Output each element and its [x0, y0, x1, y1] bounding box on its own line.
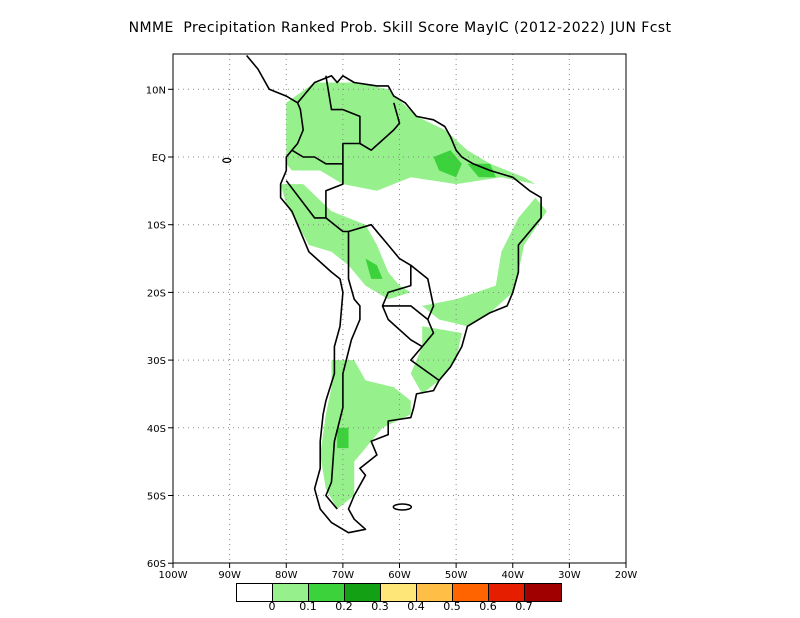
lon-tick-label: 30W: [558, 570, 581, 581]
color-legend-labels: 0 0.1 0.2 0.3 0.4 0.5 0.6 0.7: [0, 600, 800, 614]
skill-area: [286, 102, 309, 171]
color-legend-bar: [236, 583, 562, 602]
skill-area: [422, 197, 547, 327]
lon-tick-label: 50W: [445, 570, 468, 581]
lat-tick-label: 10S: [147, 221, 166, 232]
lon-tick-label: 70W: [332, 570, 355, 581]
lat-tick-label: 30S: [147, 356, 166, 367]
skill-area: [410, 326, 462, 394]
skill-area: [280, 184, 411, 300]
legend-swatch: [309, 584, 345, 601]
lat-tick-label: 60S: [147, 559, 166, 570]
border: [325, 163, 440, 382]
lat-tick-label: EQ: [152, 153, 166, 164]
legend-swatch: [381, 584, 417, 601]
galapagos-islands: [222, 157, 232, 163]
lat-tick-label: 20S: [147, 288, 166, 299]
legend-label: 0: [268, 600, 276, 613]
legend-swatch: [453, 584, 489, 601]
skill-area: [365, 258, 383, 279]
skill-area: [433, 150, 462, 178]
legend-label: 0.2: [335, 600, 353, 613]
skill-area: [337, 427, 349, 449]
legend-label: 0.4: [407, 600, 425, 613]
legend-swatch: [273, 584, 309, 601]
lat-tick-label: 10N: [146, 85, 166, 96]
legend-label: 0.6: [479, 600, 497, 613]
lat-tick-label: 50S: [147, 492, 166, 503]
legend-swatch: [417, 584, 453, 601]
border: [285, 180, 326, 219]
border: [410, 264, 435, 320]
legend-label: 0.3: [371, 600, 389, 613]
lon-tick-label: 100W: [159, 570, 188, 581]
skill-area: [467, 163, 496, 178]
legend-swatch: [237, 584, 273, 601]
graticule: [173, 54, 626, 563]
lon-tick-label: 80W: [275, 570, 298, 581]
lon-tick-label: 60W: [388, 570, 411, 581]
legend-label: 0.1: [299, 600, 317, 613]
border: [381, 305, 423, 348]
legend-swatch: [525, 584, 561, 601]
skill-area: [320, 360, 411, 509]
map-title: NMME Precipitation Ranked Prob. Skill Sc…: [128, 20, 672, 36]
lat-tick-label: 40S: [147, 424, 166, 435]
border: [291, 75, 361, 165]
legend-swatch: [345, 584, 381, 601]
border: [325, 231, 361, 510]
coastline: [245, 54, 542, 534]
lon-tick-label: 20W: [615, 570, 638, 581]
legend-label: 0.5: [443, 600, 461, 613]
legend-swatch: [489, 584, 525, 601]
falkland-islands: [392, 503, 413, 511]
lon-tick-label: 40W: [501, 570, 524, 581]
lon-tick-label: 90W: [218, 570, 241, 581]
skill-area: [286, 82, 536, 191]
coastlines-and-borders: [222, 54, 542, 534]
border: [359, 102, 401, 151]
legend-label: 0.7: [515, 600, 533, 613]
